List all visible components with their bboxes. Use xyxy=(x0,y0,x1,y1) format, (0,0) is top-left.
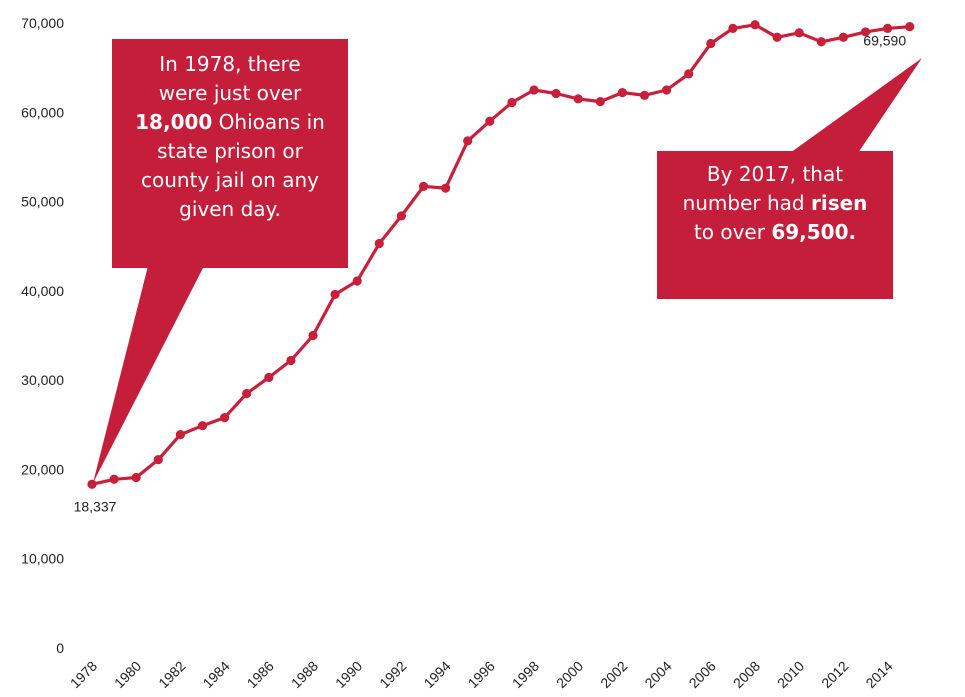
x-tick-label: 1988 xyxy=(288,658,321,691)
data-point xyxy=(330,289,340,300)
data-point xyxy=(529,85,539,95)
x-tick-label: 2000 xyxy=(553,658,586,691)
data-point xyxy=(463,136,473,146)
data-point xyxy=(87,479,97,489)
series-prison-population xyxy=(87,20,915,489)
data-point xyxy=(441,183,451,193)
right-callout-box xyxy=(657,151,893,299)
data-point xyxy=(860,27,871,37)
x-tick-label: 1980 xyxy=(111,658,144,691)
data-point xyxy=(131,472,141,483)
left-callout-box xyxy=(112,39,348,268)
left-callout-bold: 18,000 xyxy=(135,110,213,134)
left-callout-line-3-rest: Ohioans in xyxy=(212,110,325,134)
data-point xyxy=(838,32,849,42)
x-axis: 1978 1980 1982 1984 1986 1988 1990 1992 1994 1996… xyxy=(67,658,896,691)
y-axis: 0 10,000 20,000 30,000 40,000 50,000 60,000 70,… xyxy=(21,15,64,656)
y-tick-label: 50,000 xyxy=(21,194,64,210)
x-tick-label: 2008 xyxy=(730,658,763,691)
data-point xyxy=(794,28,804,38)
data-point xyxy=(551,88,561,99)
data-point xyxy=(197,421,208,431)
data-point xyxy=(153,455,163,465)
right-callout-line-1: By 2017, that xyxy=(706,162,844,186)
data-label-last: 69,590 xyxy=(863,33,906,49)
data-point xyxy=(109,474,119,484)
right-callout-line-2-pre: number had xyxy=(682,191,811,215)
data-point xyxy=(374,238,384,249)
right-callout-line-2: number had risen xyxy=(657,189,893,218)
y-tick-label: 60,000 xyxy=(21,104,64,120)
data-point xyxy=(816,37,826,47)
data-label-first: 18,337 xyxy=(74,498,117,514)
x-tick-label: 1998 xyxy=(509,658,542,691)
data-point xyxy=(352,276,362,286)
data-point xyxy=(308,330,318,341)
right-callout-line-3-pre: to over xyxy=(693,220,772,244)
y-tick-label: 40,000 xyxy=(21,283,64,299)
x-tick-label: 2012 xyxy=(818,658,851,691)
data-point xyxy=(617,88,628,98)
left-callout-line-4: state prison or xyxy=(157,139,303,163)
x-tick-label: 2002 xyxy=(597,658,630,691)
data-point xyxy=(220,413,230,423)
y-tick-label: 20,000 xyxy=(21,461,64,477)
data-point xyxy=(639,90,650,100)
x-tick-label: 1982 xyxy=(155,658,188,691)
x-tick-label: 1990 xyxy=(332,658,365,691)
y-tick-label: 70,000 xyxy=(21,15,64,31)
data-point xyxy=(573,94,583,104)
x-tick-label: 2014 xyxy=(862,658,895,691)
data-point xyxy=(750,20,760,30)
left-callout-line-2: were just over xyxy=(158,81,302,105)
x-tick-label: 1992 xyxy=(376,658,409,691)
data-point xyxy=(905,22,915,32)
data-point xyxy=(728,23,738,33)
left-callout-line-6: given day. xyxy=(179,197,281,221)
x-tick-label: 1986 xyxy=(244,658,277,691)
left-callout-pointer xyxy=(93,266,204,483)
left-callout-line-3: 18,000 Ohioans in xyxy=(112,108,348,137)
right-callout-bold-value: 69,500. xyxy=(771,220,857,244)
data-point xyxy=(662,85,672,95)
y-tick-label: 10,000 xyxy=(21,551,64,567)
data-point xyxy=(684,69,694,79)
data-point xyxy=(242,388,252,399)
y-tick-label: 0 xyxy=(56,640,64,656)
x-tick-label: 1996 xyxy=(465,658,498,691)
data-point xyxy=(595,96,605,107)
x-tick-label: 1978 xyxy=(67,658,100,691)
x-tick-label: 1994 xyxy=(420,658,453,691)
data-point xyxy=(507,97,517,108)
y-tick-label: 30,000 xyxy=(21,372,64,388)
data-point xyxy=(772,32,782,42)
data-point xyxy=(396,211,406,221)
right-callout-pointer xyxy=(790,58,922,153)
data-point xyxy=(418,181,429,191)
data-point xyxy=(706,38,716,49)
x-tick-label: 2006 xyxy=(686,658,719,691)
right-callout-line-3: to over 69,500. xyxy=(657,218,893,247)
left-callout-line-1: In 1978, there xyxy=(159,52,301,76)
data-labels: 18,337 69,590 xyxy=(74,33,907,515)
data-point xyxy=(883,23,893,33)
data-point xyxy=(175,430,185,440)
data-point xyxy=(485,116,495,126)
x-tick-label: 2004 xyxy=(641,658,674,691)
callout-shapes xyxy=(93,39,922,483)
right-callout-bold-risen: risen xyxy=(810,191,868,215)
x-tick-label: 1984 xyxy=(199,658,232,691)
left-callout-line-5: county jail on any xyxy=(141,168,319,192)
x-tick-label: 2010 xyxy=(774,658,807,691)
right-callout-text: By 2017, that number had risen to over 6… xyxy=(657,160,893,247)
data-point xyxy=(286,355,296,366)
data-point xyxy=(264,372,274,383)
left-callout-text: In 1978, there were just over 18,000 Ohi… xyxy=(112,50,348,224)
